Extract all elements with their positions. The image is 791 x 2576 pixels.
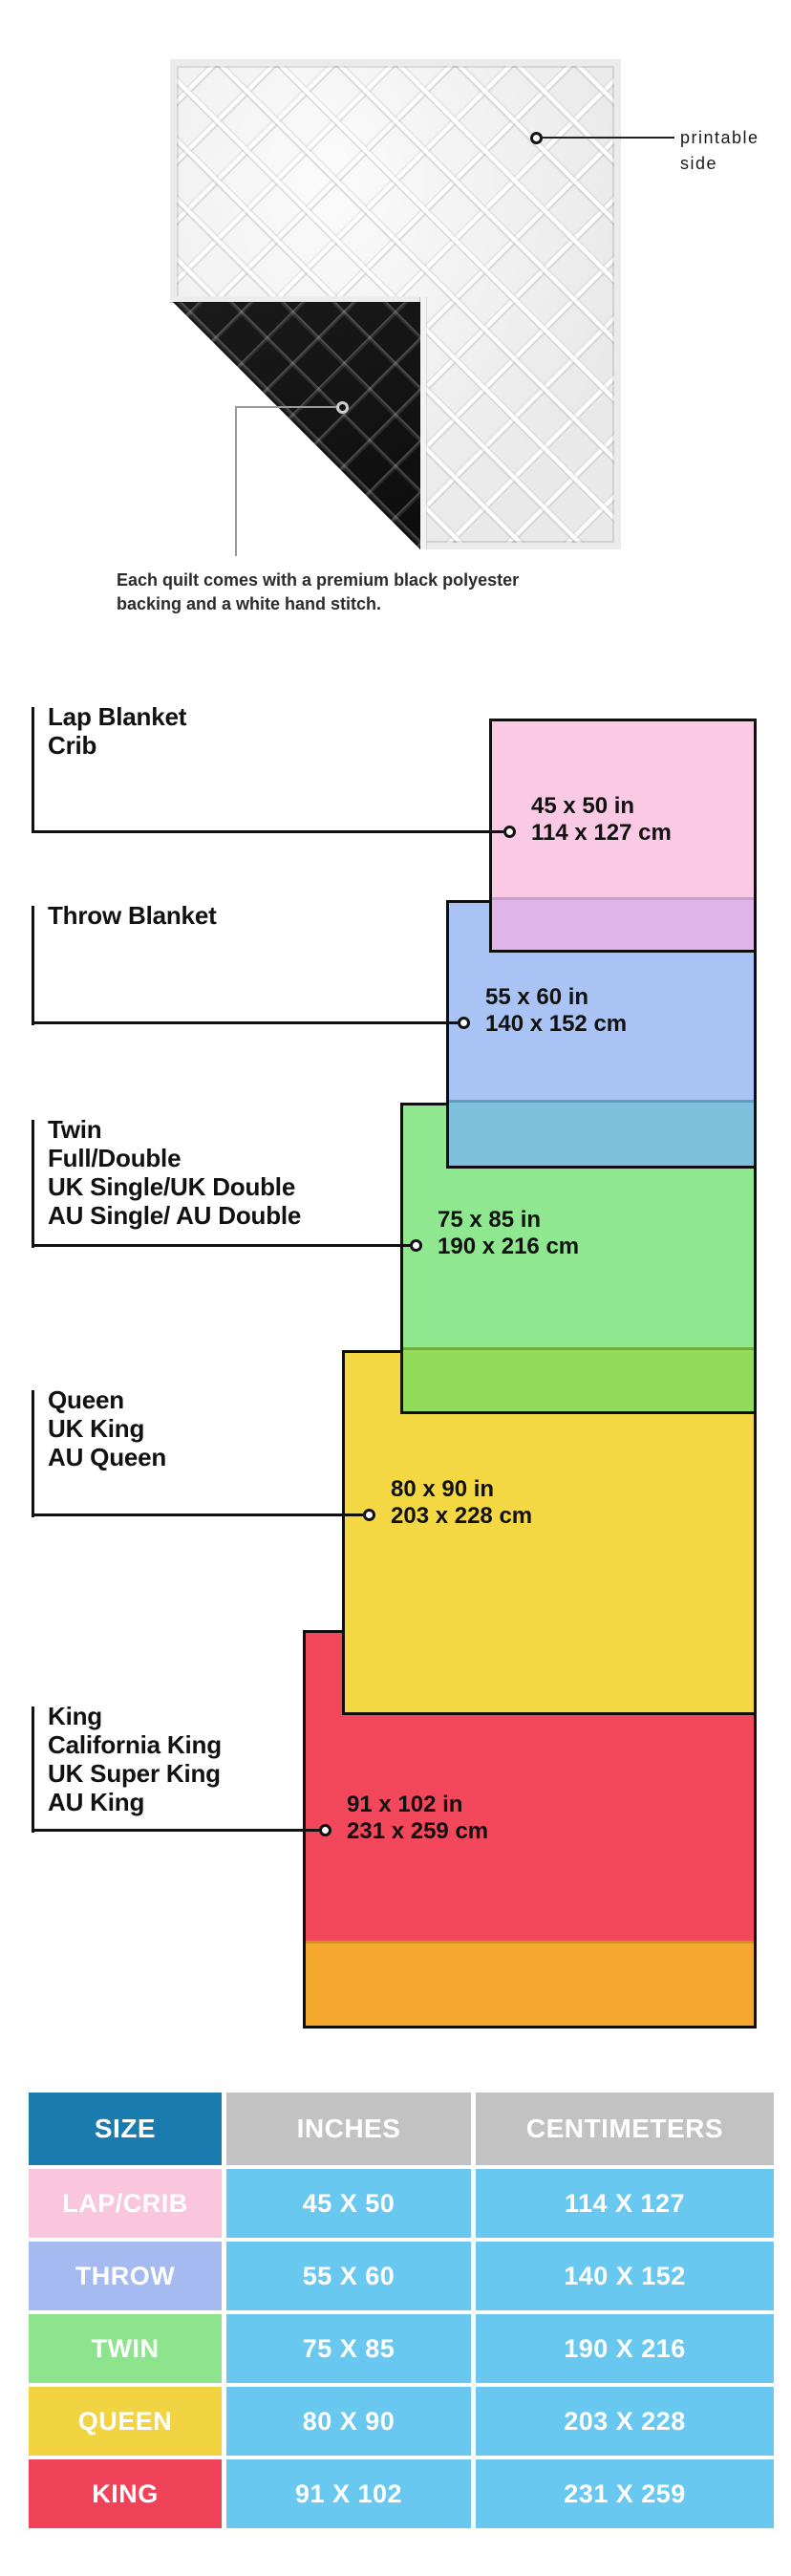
printable-side-label: printable side: [680, 125, 759, 177]
label-twin-line3: UK Single/UK Double: [48, 1172, 296, 1201]
table-body: LAP/CRIB 45 X 50 114 X 127 THROW 55 X 60…: [29, 2169, 774, 2528]
label-lap-crib-line2: Crib: [48, 731, 97, 760]
dims-throw-cm: 140 x 152 cm: [485, 1011, 628, 1037]
cell-king-inches: 91 X 102: [226, 2459, 471, 2528]
label-twin-line4: AU Single/ AU Double: [48, 1201, 302, 1230]
cell-lap-crib-size: LAP/CRIB: [29, 2169, 222, 2238]
dims-queen-cm: 203 x 228 cm: [391, 1503, 533, 1529]
label-king-line2: California King: [48, 1730, 222, 1759]
printable-side-marker-icon: [530, 132, 543, 144]
cell-lap-crib-cm: 114 X 127: [476, 2169, 774, 2238]
dims-lap-crib: 45 x 50 in 114 x 127 cm: [531, 793, 672, 847]
label-twin: Twin Full/Double UK Single/UK Double AU …: [48, 1115, 301, 1230]
table-row-queen: QUEEN 80 X 90 203 X 228: [29, 2387, 774, 2456]
dims-king-inches: 91 x 102 in: [347, 1792, 463, 1817]
label-throw: Throw Blanket: [48, 901, 217, 930]
marker-lap-crib-icon: [503, 826, 516, 838]
label-throw-line1: Throw Blanket: [48, 901, 217, 930]
dims-king: 91 x 102 in 231 x 259 cm: [347, 1792, 488, 1845]
cell-king-size: KING: [29, 2459, 222, 2528]
bracket-lap-crib-vertical: [32, 707, 34, 833]
bracket-throw-horizontal: [32, 1021, 458, 1024]
cell-king-cm: 231 X 259: [476, 2459, 774, 2528]
table-header-row: SIZE INCHES CENTIMETERS: [29, 2093, 774, 2165]
cell-twin-cm: 190 X 216: [476, 2314, 774, 2383]
dims-lap-crib-cm: 114 x 127 cm: [531, 820, 672, 846]
quilt-caption: Each quilt comes with a premium black po…: [117, 570, 520, 613]
table-row-lap-crib: LAP/CRIB 45 X 50 114 X 127: [29, 2169, 774, 2238]
marker-queen-icon: [363, 1509, 375, 1521]
label-queen-line3: AU Queen: [48, 1443, 167, 1471]
quilt-fold-stitch-horizontal: [170, 296, 420, 302]
table-header-centimeters: CENTIMETERS: [476, 2093, 774, 2165]
dims-twin-inches: 75 x 85 in: [438, 1207, 542, 1233]
marker-throw-icon: [458, 1017, 470, 1029]
label-lap-crib-line1: Lap Blanket: [48, 702, 187, 731]
cell-queen-inches: 80 X 90: [226, 2387, 471, 2456]
table-row-throw: THROW 55 X 60 140 X 152: [29, 2242, 774, 2310]
overlap-pink-blue: [492, 897, 754, 950]
label-lap-crib: Lap Blanket Crib: [48, 702, 186, 760]
dims-lap-crib-inches: 45 x 50 in: [531, 793, 635, 819]
table-header-size: SIZE: [29, 2093, 222, 2165]
dims-twin: 75 x 85 in 190 x 216 cm: [438, 1207, 579, 1260]
bracket-throw-vertical: [32, 906, 34, 1025]
printable-side-callout-line: [543, 137, 674, 139]
overlap-green-yellow: [403, 1347, 754, 1411]
cell-lap-crib-inches: 45 X 50: [226, 2169, 471, 2238]
cell-queen-size: QUEEN: [29, 2387, 222, 2456]
cell-throw-cm: 140 X 152: [476, 2242, 774, 2310]
dims-king-cm: 231 x 259 cm: [347, 1818, 489, 1844]
label-king-line4: AU King: [48, 1788, 145, 1816]
label-twin-line2: Full/Double: [48, 1144, 182, 1172]
bracket-lap-crib-horizontal: [32, 830, 503, 833]
dims-throw-inches: 55 x 60 in: [485, 984, 589, 1010]
bracket-twin-vertical: [32, 1120, 34, 1248]
cell-queen-cm: 203 X 228: [476, 2387, 774, 2456]
backing-callout-line-horizontal: [237, 406, 336, 408]
printable-side-label-line2: side: [680, 154, 718, 173]
marker-king-icon: [319, 1824, 331, 1836]
table-header-inches: INCHES: [226, 2093, 471, 2165]
bracket-king-horizontal: [32, 1829, 319, 1832]
backing-marker-icon: [336, 401, 349, 414]
table-row-king: KING 91 X 102 231 X 259: [29, 2459, 774, 2528]
label-queen-line1: Queen: [48, 1385, 124, 1414]
bracket-queen-vertical: [32, 1390, 34, 1517]
label-queen-line2: UK King: [48, 1414, 145, 1443]
size-table: SIZE INCHES CENTIMETERS LAP/CRIB 45 X 50…: [29, 2093, 774, 2532]
quilt-fold-stitch-vertical: [420, 297, 426, 549]
marker-twin-icon: [410, 1239, 422, 1252]
dims-queen-inches: 80 x 90 in: [391, 1476, 495, 1502]
dims-throw: 55 x 60 in 140 x 152 cm: [485, 984, 627, 1038]
cell-throw-inches: 55 X 60: [226, 2242, 471, 2310]
bracket-king-vertical: [32, 1707, 34, 1833]
label-twin-line1: Twin: [48, 1115, 102, 1144]
table-row-twin: TWIN 75 X 85 190 X 216: [29, 2314, 774, 2383]
overlap-blue-green: [449, 1100, 754, 1166]
overlap-yellow-red: [306, 1941, 754, 2026]
bracket-twin-horizontal: [32, 1244, 410, 1247]
dims-twin-cm: 190 x 216 cm: [438, 1234, 580, 1259]
cell-twin-inches: 75 X 85: [226, 2314, 471, 2383]
label-king-line1: King: [48, 1702, 102, 1730]
cell-twin-size: TWIN: [29, 2314, 222, 2383]
label-king-line3: UK Super King: [48, 1759, 221, 1788]
bracket-queen-horizontal: [32, 1513, 363, 1516]
label-king: King California King UK Super King AU Ki…: [48, 1702, 222, 1816]
cell-throw-size: THROW: [29, 2242, 222, 2310]
printable-side-label-line1: printable: [680, 128, 759, 147]
dims-queen: 80 x 90 in 203 x 228 cm: [391, 1476, 532, 1530]
quilt-illustration: [170, 59, 621, 549]
backing-callout-line-vertical: [235, 406, 237, 556]
size-rect-lap-crib: [489, 719, 757, 953]
label-queen: Queen UK King AU Queen: [48, 1385, 166, 1471]
